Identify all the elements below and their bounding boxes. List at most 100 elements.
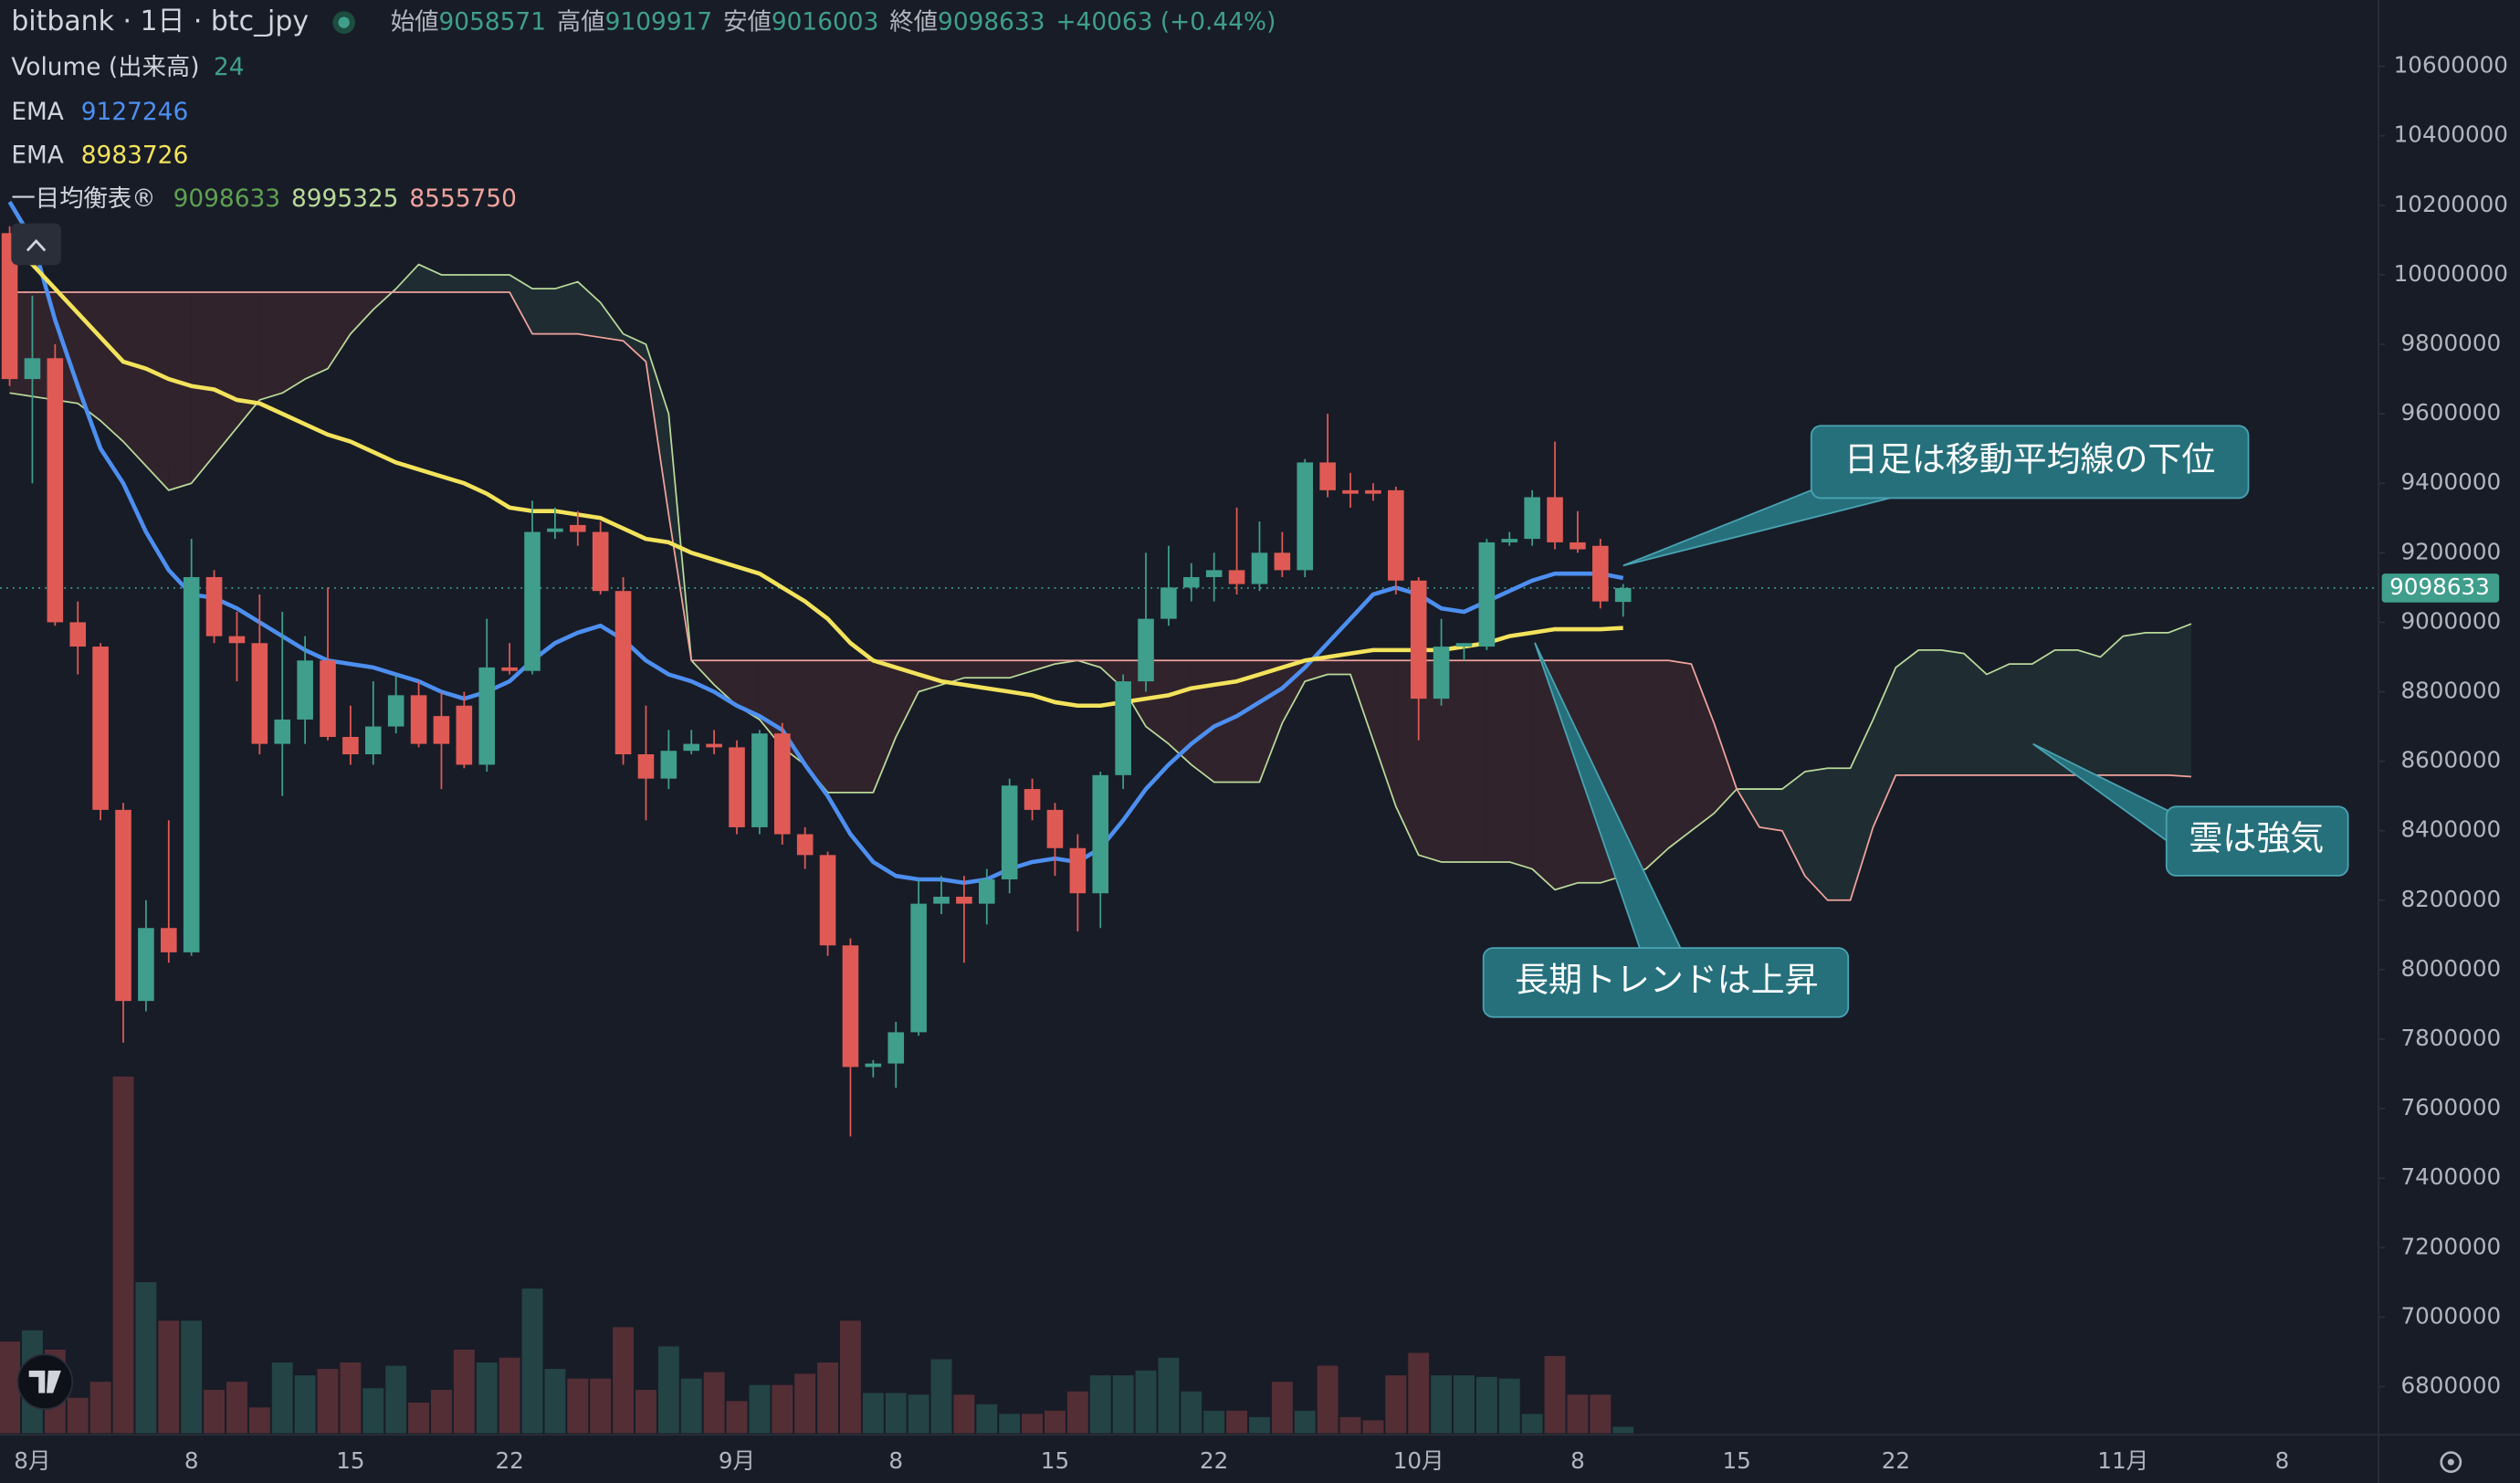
annotation: 雲は強気 (2032, 742, 2349, 877)
cloud-fill (1464, 660, 1487, 862)
candle-body (729, 747, 745, 827)
cloud-fill (1714, 722, 1738, 814)
candle-body (1138, 618, 1154, 682)
candle-body (251, 643, 268, 744)
candle-body (592, 531, 609, 592)
collapse-icon (26, 238, 47, 252)
candle-body (1046, 809, 1064, 848)
cloud-fill (850, 660, 874, 793)
cloud-fill (1804, 768, 1828, 900)
cloud-fill (896, 660, 919, 737)
ohlc-value: 9098633 (938, 8, 1045, 36)
cloud-fill (2146, 632, 2169, 775)
volume-bar (1431, 1375, 1453, 1434)
cloud-fill (1918, 649, 1942, 775)
candle-body (547, 528, 563, 532)
cloud-fill (2168, 624, 2191, 777)
legend-value: 8983726 (81, 142, 188, 169)
volume-bar (1249, 1416, 1270, 1434)
annotation: 長期トレンドは上昇 (1482, 642, 1850, 1018)
cloud-fill (328, 291, 351, 369)
legend-name: EMA (11, 142, 63, 169)
cloud-fill (623, 333, 646, 363)
volume-bar (248, 1407, 270, 1434)
candle-body (364, 726, 382, 755)
volume-bar (885, 1393, 907, 1434)
settings-icon[interactable] (2440, 1451, 2462, 1474)
candle-body (796, 834, 814, 856)
candle-body (47, 358, 64, 623)
volume-bar (930, 1359, 952, 1434)
cloud-fill (986, 660, 1010, 678)
x-tick-label: 22 (1882, 1447, 1910, 1474)
cloud-fill (145, 291, 169, 490)
candle-body (1001, 785, 1018, 879)
candle-body (1501, 539, 1518, 542)
y-tick-label: 9200000 (2400, 538, 2501, 564)
collapse-button[interactable] (11, 223, 61, 266)
ema-legend: EMA 9127246 (11, 99, 188, 126)
ohlc-value: 9109917 (605, 8, 712, 36)
ema-line (8, 248, 1623, 709)
volume-bar (613, 1327, 635, 1434)
ohlc-label: 始値 (391, 8, 439, 36)
callout-box (2165, 805, 2349, 877)
candle-body (456, 705, 473, 765)
callout-text: 日足は移動平均線の下位 (1844, 439, 2215, 479)
volume-bar (1045, 1410, 1066, 1434)
candle-body (1183, 576, 1200, 588)
y-tick-label: 9800000 (2400, 330, 2501, 356)
y-tick-label: 10600000 (2394, 52, 2508, 79)
cloud-fill (305, 291, 329, 380)
volume-bar (1612, 1426, 1634, 1434)
y-tick-label: 9400000 (2400, 468, 2501, 495)
cloud-fill (1486, 660, 1510, 862)
volume-bar (862, 1393, 884, 1434)
legend-value: 9127246 (81, 99, 188, 126)
cloud-fill (1009, 660, 1033, 678)
candle-layer (1, 226, 1632, 1137)
cloud-fill (418, 264, 442, 292)
legend-value: 8995325 (291, 185, 398, 213)
volume-bar (271, 1362, 293, 1434)
candle-body (297, 660, 313, 720)
volume-bar (1089, 1375, 1111, 1434)
candle-body (637, 754, 655, 779)
volume-bar (1408, 1352, 1430, 1434)
y-tick-label: 8800000 (2400, 678, 2501, 704)
cloud-fill (1645, 660, 1669, 869)
span-b-line (9, 291, 2191, 901)
volume-bar (0, 1341, 21, 1434)
candle-body (1614, 587, 1632, 603)
volume-bar (772, 1384, 793, 1434)
cloud-fill (941, 660, 964, 685)
volume-bar (680, 1378, 702, 1434)
cloud-fill (1781, 772, 1805, 877)
ema-legend: EMA 8983726 (11, 142, 188, 169)
cloud-fill (1759, 789, 1782, 831)
y-tick-label: 8600000 (2400, 747, 2501, 773)
candle-body (1410, 580, 1427, 699)
volume-bar (340, 1362, 362, 1434)
y-tick-label: 7400000 (2400, 1163, 2501, 1190)
status-dot (338, 16, 350, 28)
callout-text: 雲は強気 (2189, 819, 2324, 858)
cloud-fill (441, 274, 465, 292)
volume-bar (1226, 1410, 1248, 1434)
volume-bar (590, 1378, 612, 1434)
legend-value: 9098633 (173, 185, 280, 213)
volume-bar (385, 1365, 407, 1434)
cloud-fill (1350, 660, 1373, 741)
cloud-fill (1077, 660, 1101, 668)
cloud-fill (2100, 636, 2124, 775)
x-tick-label: 8 (2275, 1447, 2290, 1474)
cloud-fill (1532, 660, 1556, 890)
cloud-fill (1509, 660, 1533, 869)
ohlc-label: 安値 (723, 8, 772, 36)
volume-bar (1339, 1416, 1361, 1434)
cloud-fill (509, 274, 533, 334)
candle-body (115, 809, 131, 1002)
cloud-fill (1850, 719, 1874, 900)
y-tick-label: 6800000 (2400, 1372, 2501, 1398)
